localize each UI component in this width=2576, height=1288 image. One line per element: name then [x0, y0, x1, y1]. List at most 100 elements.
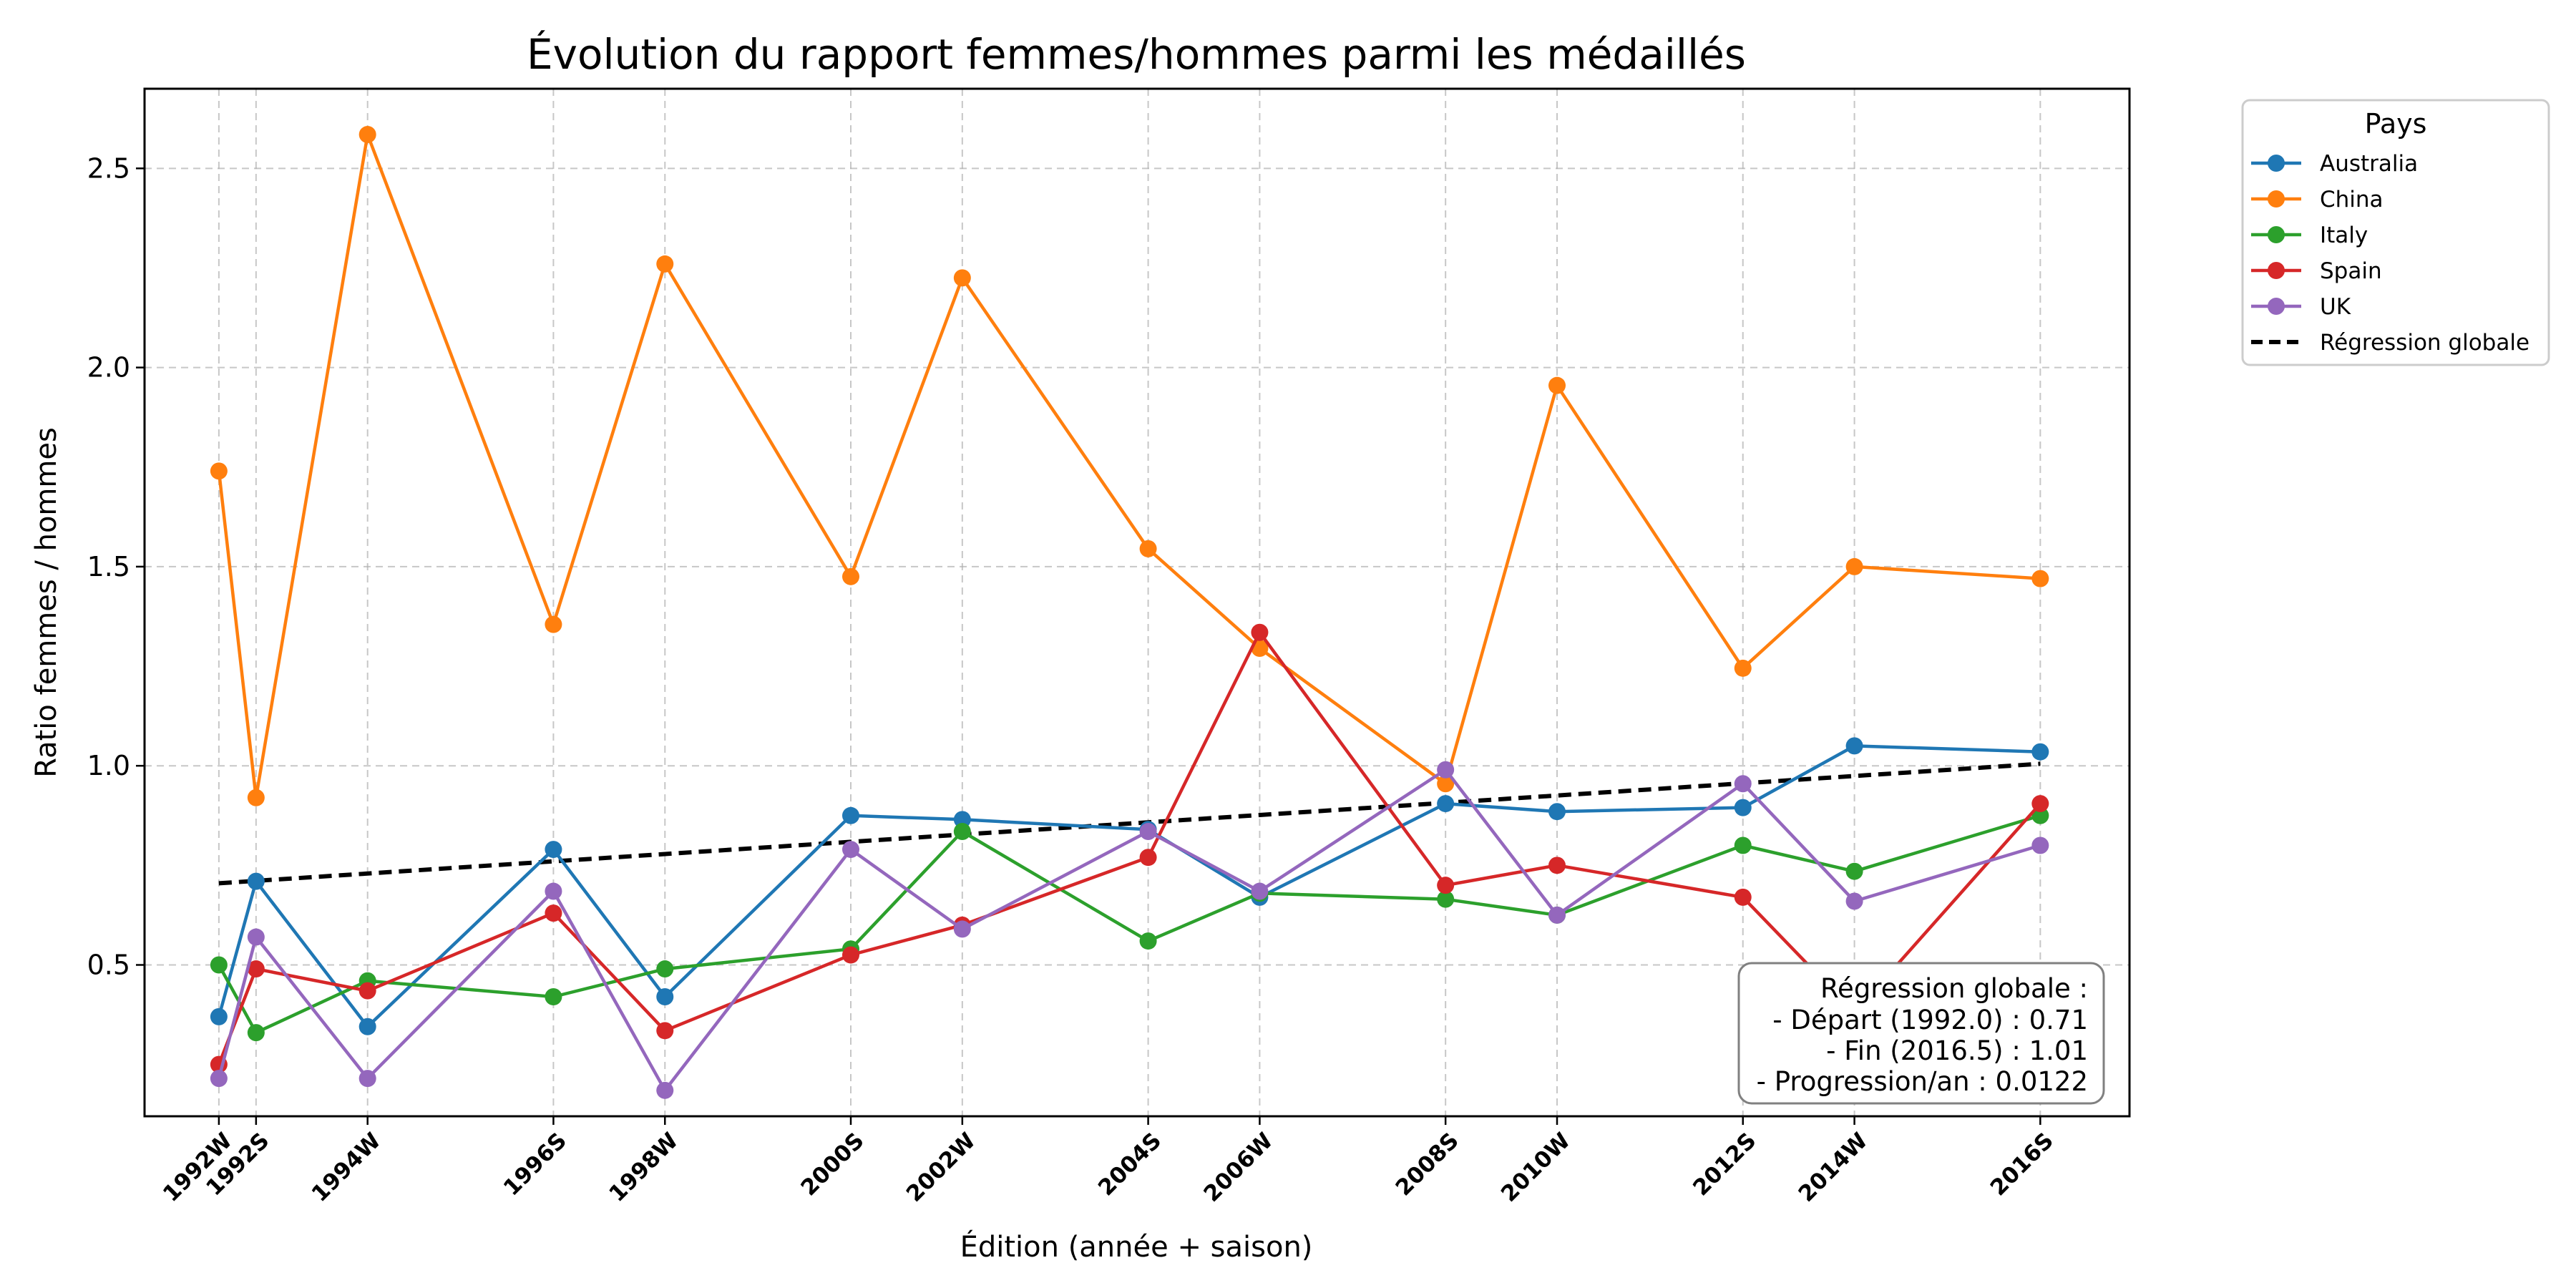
- data-point-china: [656, 255, 674, 273]
- legend-swatch-marker: [2268, 190, 2285, 208]
- series-italy: [210, 806, 2049, 1042]
- series-line-china: [217, 132, 2041, 799]
- data-point-italy: [656, 960, 674, 978]
- y-axis: 0.5 1.0 1.5 2.0 2.5: [87, 152, 145, 980]
- regression-layer: [218, 761, 2041, 886]
- series-uk: [210, 761, 2049, 1099]
- series-line-spain: [217, 630, 2041, 1065]
- series-australia: [210, 737, 2049, 1035]
- legend-label: Italy: [2320, 223, 2368, 248]
- data-point-italy: [1845, 862, 1863, 880]
- data-point-australia: [2031, 743, 2049, 761]
- data-point-australia: [953, 811, 971, 829]
- regression-line: [218, 761, 2041, 886]
- data-point-italy: [210, 956, 228, 974]
- data-point-italy: [545, 988, 562, 1006]
- data-point-uk: [1845, 892, 1863, 910]
- data-point-uk: [842, 841, 860, 859]
- legend-label: Spain: [2320, 258, 2382, 284]
- data-point-china: [953, 269, 971, 287]
- data-point-italy: [1139, 932, 1157, 950]
- data-point-spain: [1734, 888, 1752, 906]
- legend-label: UK: [2320, 294, 2351, 320]
- data-point-australia: [545, 841, 562, 859]
- x-axis-label: Édition (année + saison): [960, 1229, 1313, 1264]
- data-point-australia: [1845, 737, 1863, 755]
- data-point-china: [358, 126, 376, 144]
- series-line-italy: [217, 814, 2041, 1035]
- legend-item-italy: Italy: [2251, 223, 2368, 248]
- data-point-spain: [247, 960, 265, 978]
- y-tick-label: 1.5: [87, 551, 130, 582]
- data-point-uk: [247, 928, 265, 946]
- data-point-uk: [1437, 761, 1455, 779]
- data-point-italy: [2031, 806, 2049, 824]
- data-point-uk: [358, 1070, 376, 1088]
- data-point-spain: [1139, 849, 1157, 867]
- annotation-line-1: Régression globale :: [1820, 973, 2088, 1004]
- data-point-china: [1734, 659, 1752, 677]
- legend-swatch-marker: [2268, 262, 2285, 279]
- data-point-uk: [1734, 775, 1752, 793]
- chart-title: Évolution du rapport femmes/hommes parmi…: [527, 29, 1746, 79]
- annotation-frame: [1737, 962, 2105, 1105]
- y-tick-label: 1.0: [87, 750, 130, 781]
- data-point-uk: [1139, 823, 1157, 841]
- data-point-spain: [2031, 795, 2049, 813]
- y-tick-label: 2.5: [87, 152, 130, 184]
- series-line-uk: [217, 768, 2041, 1093]
- annotation-line-3: - Fin (2016.5) : 1.01: [1826, 1035, 2088, 1066]
- data-point-china: [2031, 570, 2049, 587]
- data-point-uk: [1548, 906, 1566, 924]
- data-point-italy: [1437, 890, 1455, 908]
- data-point-spain: [1437, 877, 1455, 894]
- annotation-line-4: - Progression/an : 0.0122: [1757, 1066, 2088, 1097]
- annotation-line-2: - Départ (1992.0) : 0.71: [1772, 1005, 2088, 1035]
- data-point-australia: [1437, 795, 1455, 813]
- data-point-china: [842, 567, 860, 585]
- legend-label: China: [2320, 187, 2384, 213]
- data-point-italy: [247, 1024, 265, 1042]
- y-axis-label: Ratio femmes / hommes: [30, 427, 63, 778]
- legend-item-regression-globale: Régression globale: [2251, 330, 2529, 356]
- data-point-australia: [1548, 803, 1566, 821]
- data-point-spain: [842, 946, 860, 964]
- data-point-spain: [358, 982, 376, 1000]
- data-point-australia: [358, 1018, 376, 1035]
- legend-item-australia: Australia: [2251, 151, 2418, 177]
- legend-items: Australia China Italy Spain UK Régression glo…: [2251, 151, 2529, 356]
- legend-frame: [2241, 99, 2550, 366]
- series-line-australia: [217, 744, 2041, 1029]
- data-point-china: [545, 615, 562, 633]
- data-point-spain: [656, 1022, 674, 1040]
- legend-label: Australia: [2320, 151, 2418, 177]
- series-china: [210, 126, 2049, 806]
- data-point-australia: [1734, 799, 1752, 816]
- series-layer: [210, 126, 2049, 1099]
- legend-title: Pays: [2365, 108, 2427, 140]
- data-point-china: [1548, 376, 1566, 394]
- plot-frame: [143, 87, 2131, 1118]
- data-point-uk: [953, 920, 971, 938]
- data-point-china: [210, 462, 228, 480]
- legend-item-spain: Spain: [2251, 258, 2382, 284]
- data-point-australia: [842, 806, 860, 824]
- data-point-uk: [656, 1081, 674, 1099]
- legend-swatch-marker: [2268, 155, 2285, 172]
- legend: Pays Australia China Italy Spain UK Régressio…: [2241, 99, 2550, 366]
- data-point-australia: [656, 988, 674, 1006]
- legend-swatch-marker: [2268, 298, 2285, 315]
- data-point-uk: [545, 882, 562, 900]
- data-point-spain: [545, 904, 562, 922]
- legend-item-uk: UK: [2251, 294, 2351, 320]
- y-tick-label: 2.0: [87, 352, 130, 384]
- data-point-uk: [2031, 836, 2049, 854]
- data-point-china: [1139, 540, 1157, 557]
- legend-label: Régression globale: [2320, 330, 2529, 356]
- legend-swatch-marker: [2268, 226, 2285, 243]
- y-tick-label: 0.5: [87, 949, 130, 980]
- data-point-china: [247, 789, 265, 806]
- data-point-china: [1437, 775, 1455, 793]
